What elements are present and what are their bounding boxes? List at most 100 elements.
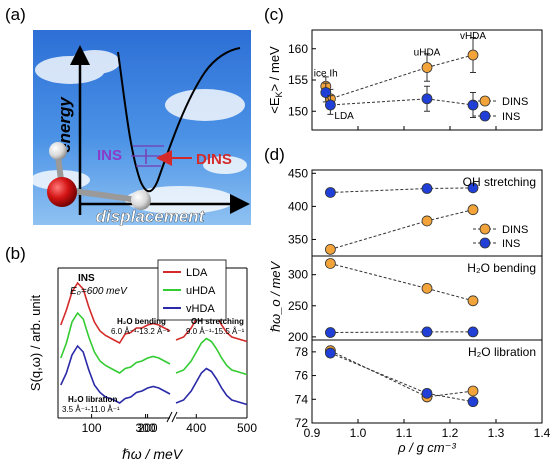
data-point-2-dins-2 xyxy=(467,385,479,397)
data-point-0-ins-0 xyxy=(324,187,336,198)
x-tick-label-1.3: 1.3 xyxy=(488,426,505,440)
series-line-2-ins xyxy=(330,352,474,403)
y-tick-label-1-250: 250 xyxy=(288,299,308,313)
series-line-vhda-high xyxy=(175,367,248,406)
data-point-0-ins-2 xyxy=(467,182,479,194)
subpanel-title-bending: H₂O bending xyxy=(467,261,536,275)
legend-text-dins-c: DINS xyxy=(502,96,528,108)
energy-label: energy xyxy=(55,96,74,153)
panel-b-xlabel: ℏω / meV xyxy=(122,446,184,462)
panel-c-ylabel-sub: K xyxy=(274,91,284,97)
series-line-vhda-low xyxy=(60,344,171,404)
panel-d-chart: 350 400 450 200 250 300 72 74 76 78 0.9 1.0 1.1 1.2 1… xyxy=(268,166,550,455)
series-line-lda-low xyxy=(60,281,171,345)
data-point-1-dins-0 xyxy=(324,258,336,269)
dins-label: DINS xyxy=(196,151,232,168)
panel-d-xlabel: ρ / g cm⁻³ xyxy=(397,440,456,455)
y-tick-label-2-74: 74 xyxy=(295,392,309,406)
series-line-uhda-high xyxy=(175,337,248,376)
panel-d-legend: DINS INS xyxy=(473,223,528,250)
data-point-0-dins-1 xyxy=(421,215,433,227)
data-point-ins-2 xyxy=(421,93,433,105)
panel-label-b: (b) xyxy=(5,244,26,263)
panel-c-series xyxy=(320,37,479,118)
panel-label-a: (a) xyxy=(5,5,26,24)
data-point-1-dins-2 xyxy=(467,295,479,307)
series-line-0-dins xyxy=(330,209,474,250)
legend-marker-dins-c xyxy=(479,95,491,107)
x-tick-label-1: 1.0 xyxy=(350,426,367,440)
series-line-1-ins xyxy=(330,331,473,333)
x-tick-label-400: 400 xyxy=(186,421,206,435)
panel-d-subpanels: 350 400 450 200 250 300 72 74 76 78 xyxy=(288,166,479,430)
panel-b-ylabel: S(q,ω) / arb. unit xyxy=(28,295,43,392)
panel-c-y-ticks: 150 155 160 xyxy=(288,42,316,118)
annot-stretch-range: 9.0 Å⁻¹-15.5 Å⁻¹ xyxy=(186,327,245,336)
data-point-2-ins-2 xyxy=(467,396,479,408)
data-point-2-ins-0 xyxy=(324,347,336,359)
potential-curve xyxy=(117,47,241,193)
legend-text-vhda: vHDA xyxy=(186,303,215,315)
series-line-ins xyxy=(325,92,474,106)
bond-right xyxy=(65,187,139,203)
point-label-3: vHDA xyxy=(460,31,486,42)
y-tick-label-2-76: 76 xyxy=(295,369,309,383)
panel-d-x-ticks: 0.9 1.0 1.1 1.2 1.3 1.4 xyxy=(304,419,550,440)
panel-a-illustration: energy displacement INS DINS xyxy=(30,30,251,226)
panel-b-legend: LDA uHDA vHDA xyxy=(157,259,227,321)
x-tick-label-0.9: 0.9 xyxy=(304,426,321,440)
data-point-1-ins-2 xyxy=(467,326,479,338)
y-tick-label-160: 160 xyxy=(288,42,308,56)
panel-c-point-labels: ice Ih LDA uHDA vHDA xyxy=(314,31,487,122)
series-line-uhda-low xyxy=(60,311,171,374)
legend-marker-ins-c xyxy=(479,110,491,122)
hydrogen-atom-upper xyxy=(49,142,67,160)
legend-text-ins-d: INS xyxy=(502,238,520,250)
x-tick-label-1.2: 1.2 xyxy=(442,426,459,440)
annot-bending-range: 6.0 Å⁻¹-13.2 Å⁻¹ xyxy=(111,327,170,336)
hydrogen-atom-right xyxy=(131,190,151,210)
displacement-label: displacement xyxy=(96,207,206,226)
series-line-0-ins xyxy=(330,187,474,193)
oxygen-atom xyxy=(47,177,77,207)
point-label-2: uHDA xyxy=(414,48,441,59)
series-line-2-dins xyxy=(330,350,474,398)
x-tick-label-500: 500 xyxy=(237,421,257,435)
ins-label: INS xyxy=(97,147,122,164)
y-tick-label-2-72: 72 xyxy=(295,416,309,430)
y-tick-label-0-400: 400 xyxy=(288,199,308,213)
x-tick-label-1.1: 1.1 xyxy=(396,426,413,440)
panel-label-d: (d) xyxy=(264,145,285,164)
panel-b-series xyxy=(60,281,248,406)
point-label-0: ice Ih xyxy=(314,68,338,79)
legend-marker-ins-d xyxy=(479,237,491,249)
data-point-0-dins-0 xyxy=(324,243,336,255)
annot-libration-range: 3.5 Å⁻¹-11.0 Å⁻¹ xyxy=(62,405,120,414)
y-tick-label-2-78: 78 xyxy=(295,345,309,359)
panel-c-x-ticks xyxy=(357,126,497,130)
y-tick-label-0-450: 450 xyxy=(288,166,308,180)
annot-stretch-title: OH stretching xyxy=(191,317,244,326)
x-tick-label-1.4: 1.4 xyxy=(534,426,550,440)
data-point-1-ins-0 xyxy=(324,327,336,338)
legend-text-lda: LDA xyxy=(186,267,208,279)
annot-ins: INS xyxy=(78,273,95,284)
panel-d-ylabel: ℏω_o / meV xyxy=(268,260,283,332)
series-line-1-dins xyxy=(330,263,474,302)
legend-text-ins-c: INS xyxy=(502,111,520,123)
annot-e0: E₀=600 meV xyxy=(70,286,128,297)
x-tick-label-300: 300 xyxy=(136,421,156,435)
panel-c-ylabel: <EK> / meV xyxy=(267,46,284,114)
data-point-1-ins-1 xyxy=(421,326,433,338)
panel-c-chart: 150 155 160 ice Ih LDA uHDA vHDA <EK> / meV D… xyxy=(267,29,543,131)
y-tick-label-1-300: 300 xyxy=(288,268,308,282)
data-point-ins-0 xyxy=(320,87,332,98)
subpanel-title-stretching: OH stretching xyxy=(463,175,536,189)
legend-marker-dins-d xyxy=(479,223,491,235)
data-point-2-ins-1 xyxy=(421,387,433,399)
y-tick-label-150: 150 xyxy=(288,104,308,118)
data-point-0-dins-2 xyxy=(467,204,479,216)
